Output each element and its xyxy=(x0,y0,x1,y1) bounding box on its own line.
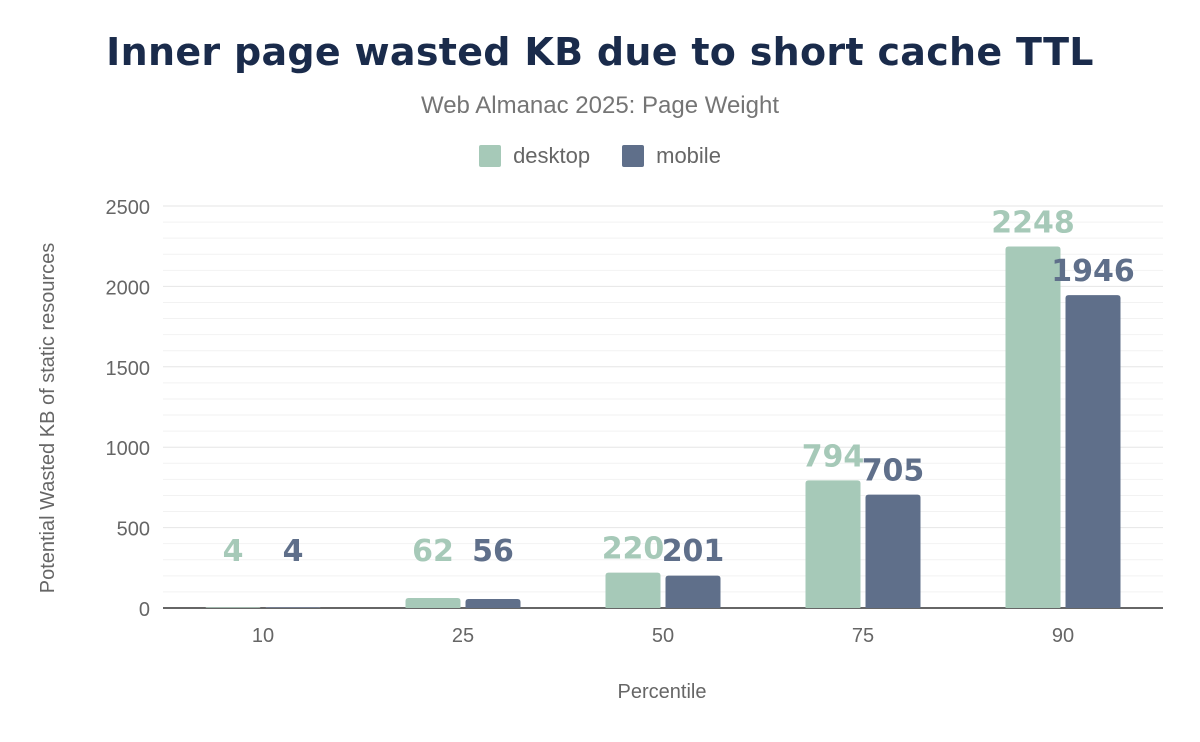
data-label-mobile: 705 xyxy=(862,454,925,489)
legend-item-mobile[interactable]: mobile xyxy=(622,143,721,169)
y-tick-label: 500 xyxy=(117,519,150,541)
bar-mobile xyxy=(465,598,521,608)
data-label-desktop: 2248 xyxy=(991,206,1075,241)
x-tick-label: 90 xyxy=(1052,625,1074,647)
y-tick-label: 2500 xyxy=(106,197,151,219)
data-label-desktop: 62 xyxy=(412,534,454,569)
bar-desktop xyxy=(405,598,461,608)
data-label-mobile: 4 xyxy=(283,534,304,569)
y-tick-label: 2000 xyxy=(106,277,151,299)
bar-desktop xyxy=(205,607,261,608)
chart-subtitle: Web Almanac 2025: Page Weight xyxy=(420,92,779,119)
bar-desktop xyxy=(605,572,661,608)
legend-swatch-mobile xyxy=(622,145,645,167)
y-tick-label: 1500 xyxy=(106,358,151,380)
bar-mobile xyxy=(265,607,321,608)
x-tick-label: 10 xyxy=(252,625,274,647)
legend-swatch-desktop xyxy=(479,145,502,167)
data-label-mobile: 201 xyxy=(662,534,725,569)
y-axis-title: Potential Wasted KB of static resources xyxy=(37,243,59,594)
y-tick-label: 1000 xyxy=(106,438,151,460)
bar-mobile xyxy=(665,575,721,608)
legend-label-desktop: desktop xyxy=(513,143,591,168)
chart-title: Inner page wasted KB due to short cache … xyxy=(106,30,1094,74)
x-tick-label: 75 xyxy=(852,625,874,647)
legend-item-desktop[interactable]: desktop xyxy=(479,143,590,169)
x-tick-label: 25 xyxy=(452,625,474,647)
legend: desktop mobile xyxy=(0,143,1200,169)
legend-label-mobile: mobile xyxy=(656,143,721,168)
bar-mobile xyxy=(865,494,921,608)
bar-desktop xyxy=(1005,246,1061,608)
bar-mobile xyxy=(1065,295,1121,608)
x-tick-label: 50 xyxy=(652,625,674,647)
x-axis-title: Percentile xyxy=(618,681,707,703)
data-label-desktop: 794 xyxy=(802,439,865,474)
data-label-mobile: 1946 xyxy=(1051,254,1135,289)
bar-desktop xyxy=(805,480,861,608)
data-label-desktop: 4 xyxy=(223,534,244,569)
data-label-mobile: 56 xyxy=(472,534,514,569)
y-tick-label: 0 xyxy=(139,599,150,621)
data-label-desktop: 220 xyxy=(602,532,665,567)
